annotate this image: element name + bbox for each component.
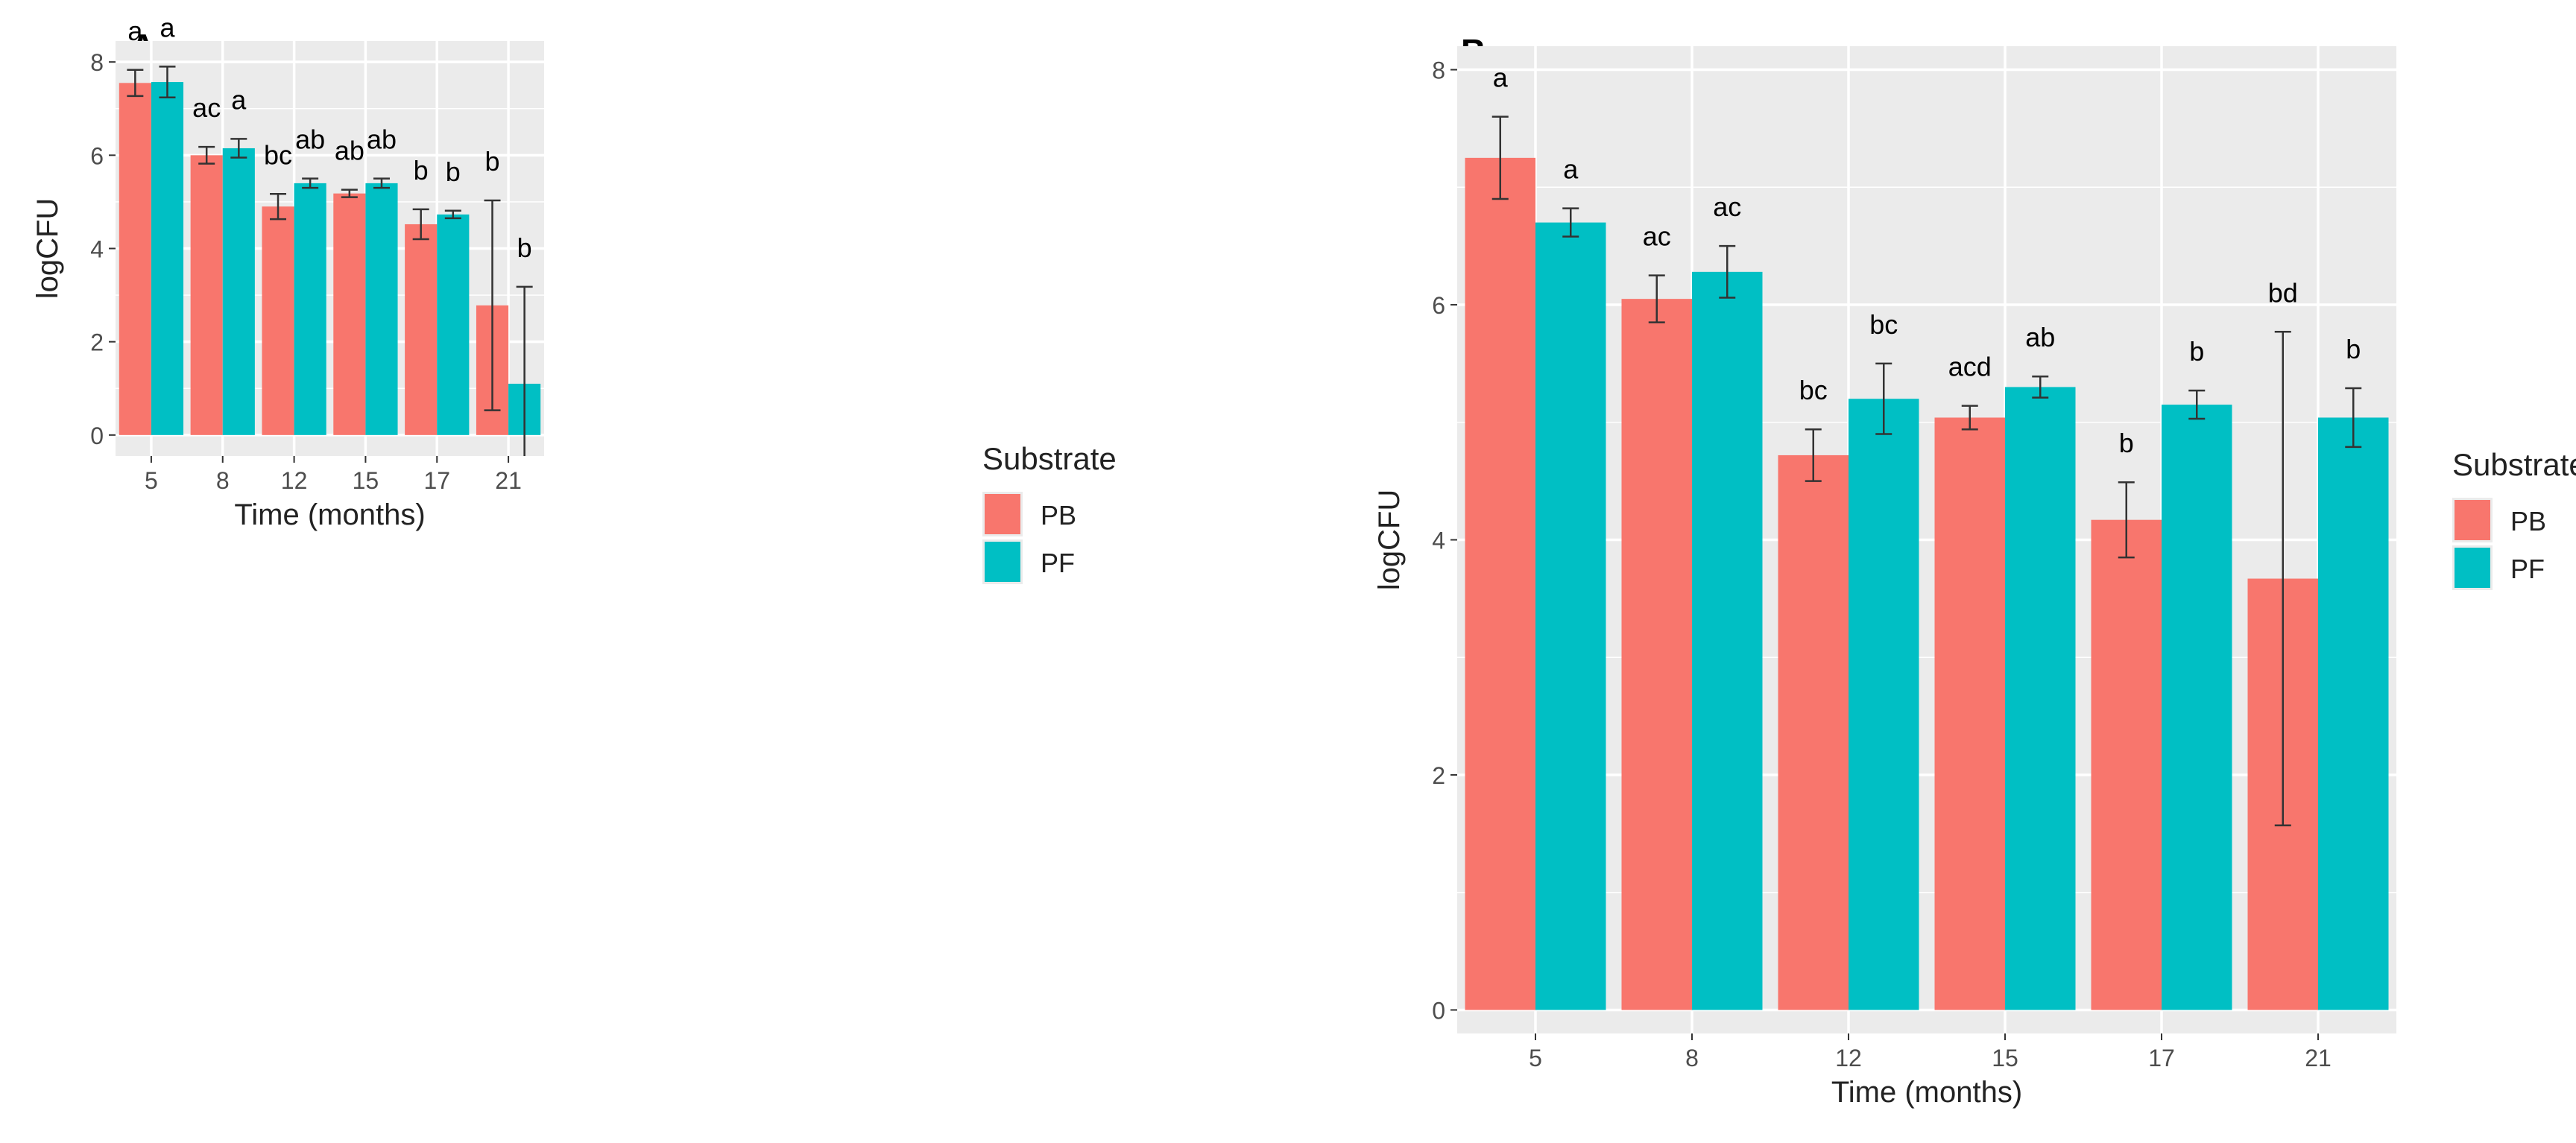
x-tick-label: 17 [423, 467, 450, 494]
x-tick-label: 12 [1835, 1045, 1862, 1071]
bar-pb [405, 224, 438, 435]
bar-pf [294, 183, 326, 435]
significance-letter: b [517, 232, 532, 263]
significance-letter: bc [1799, 375, 1828, 405]
significance-letter: ab [367, 124, 397, 155]
legend-title: Substrate [2452, 447, 2576, 482]
significance-letter: a [1563, 154, 1579, 185]
significance-letter: b [2189, 336, 2204, 367]
bar-pb [333, 193, 366, 435]
bar-pb [2091, 519, 2162, 1010]
legend-label: PF [1041, 548, 1075, 578]
legend-key-pb [985, 494, 1020, 534]
bar-pf [1849, 399, 1919, 1010]
bar-pf [2005, 387, 2076, 1010]
significance-letter: b [446, 156, 461, 187]
x-tick-label: 5 [145, 467, 158, 494]
legend-key-pf [2455, 548, 2490, 588]
x-tick-label: 15 [1992, 1045, 2018, 1071]
legend-title: Substrate [982, 441, 1117, 476]
bar-pf [1692, 271, 1763, 1010]
panel-b: B02468aacbcacdbbdaacbcabbb5812151721Time… [1373, 32, 2576, 1109]
significance-letter: a [1493, 63, 1509, 93]
y-tick-label: 2 [90, 329, 104, 356]
bar-pb [1934, 417, 2005, 1010]
significance-letter: a [231, 84, 247, 115]
y-tick-label: 6 [90, 142, 104, 169]
bar-pf [222, 148, 255, 435]
significance-letter: bd [2268, 277, 2298, 308]
legend-label: PB [2510, 506, 2546, 536]
significance-letter: ab [2025, 322, 2055, 352]
legend-key-pb [2455, 500, 2490, 540]
y-tick-label: 6 [1432, 292, 1445, 319]
significance-letter: acd [1948, 352, 1992, 382]
bar-pb [1778, 455, 1849, 1010]
x-tick-label: 21 [2305, 1045, 2332, 1071]
legend-key-pf [985, 542, 1020, 582]
significance-letter: b [485, 146, 500, 177]
x-tick-label: 12 [281, 467, 308, 494]
bar-pb [119, 83, 151, 435]
x-tick-label: 8 [216, 467, 230, 494]
bar-pf [2318, 417, 2389, 1010]
significance-letter: a [160, 12, 175, 42]
x-tick-label: 8 [1685, 1045, 1699, 1071]
x-axis-title: Time (months) [234, 498, 425, 531]
y-axis-title: logCFU [1373, 490, 1406, 591]
significance-letter: b [414, 155, 429, 186]
y-tick-label: 0 [1432, 997, 1445, 1024]
legend-label: PF [2510, 554, 2545, 584]
significance-letter: ac [1643, 221, 1671, 252]
bar-pb [262, 206, 294, 435]
x-axis-title: Time (months) [1831, 1076, 2022, 1109]
y-axis-title: logCFU [31, 198, 64, 300]
y-tick-label: 2 [1432, 762, 1445, 789]
y-tick-label: 0 [90, 422, 104, 449]
legend-label: PB [1041, 500, 1076, 531]
significance-letter: ab [335, 136, 364, 166]
significance-letter: b [2119, 428, 2134, 458]
bar-pf [2162, 405, 2232, 1010]
x-tick-label: 21 [495, 467, 522, 494]
y-tick-label: 4 [90, 236, 104, 263]
bar-pf [437, 214, 470, 435]
x-tick-label: 5 [1529, 1045, 1542, 1071]
y-tick-label: 8 [90, 49, 104, 76]
bar-pf [1535, 222, 1606, 1010]
significance-letter: bc [1869, 309, 1898, 340]
bar-pb [190, 155, 223, 435]
significance-letter: ac [192, 92, 221, 123]
significance-letter: a [127, 16, 143, 46]
significance-letter: bc [264, 139, 292, 170]
bar-pf [151, 82, 184, 435]
significance-letter: ac [1713, 191, 1741, 222]
x-tick-label: 15 [353, 467, 379, 494]
bar-pb [1621, 299, 1692, 1010]
y-tick-label: 8 [1432, 57, 1445, 84]
bar-pf [365, 183, 398, 435]
significance-letter: b [2346, 334, 2361, 364]
significance-letter: ab [295, 124, 325, 155]
x-tick-label: 17 [2148, 1045, 2175, 1071]
panel-a: A02468aacbcabbbaaababbb5812151721Time (m… [31, 12, 1117, 584]
y-tick-label: 4 [1432, 528, 1445, 554]
bar-pb [1465, 157, 1535, 1010]
